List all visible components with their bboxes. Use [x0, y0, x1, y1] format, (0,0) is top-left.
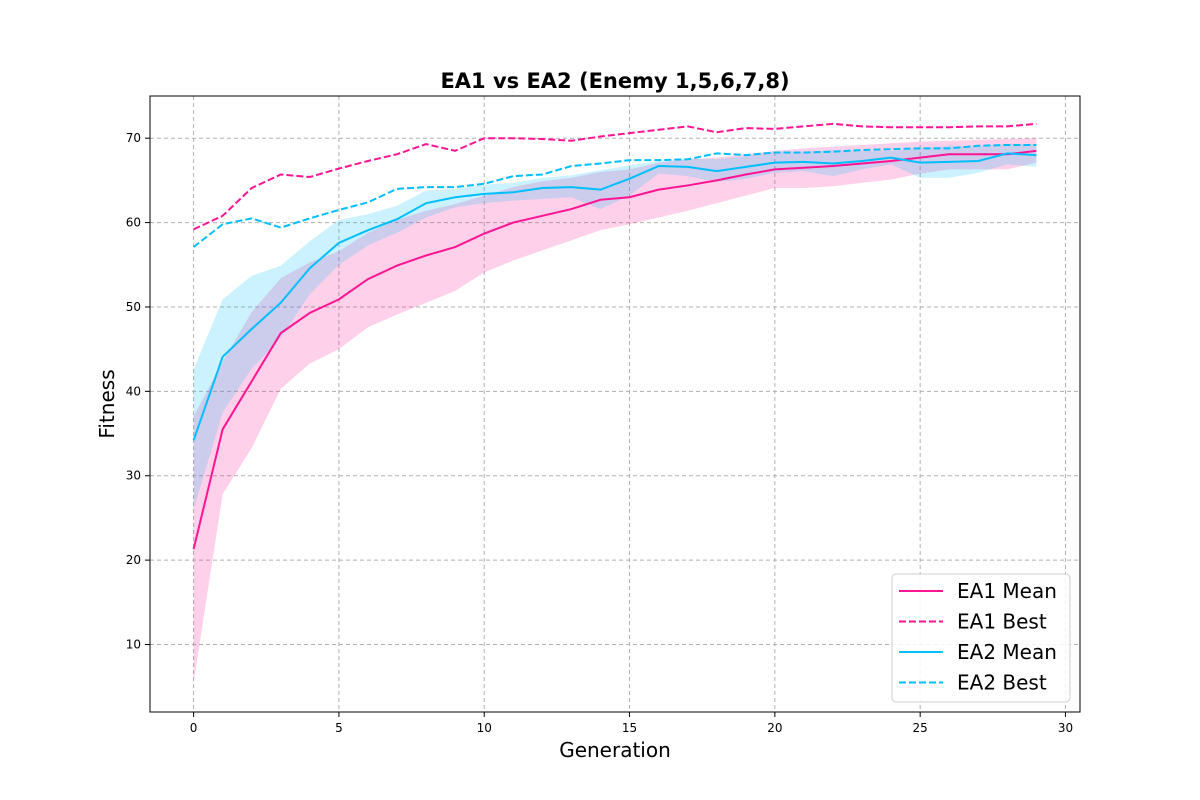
y-tick-label: 40	[126, 384, 141, 398]
x-tick-label: 30	[1058, 721, 1073, 735]
y-tick-label: 30	[126, 469, 141, 483]
x-tick-label: 5	[335, 721, 343, 735]
y-tick-label: 50	[126, 300, 141, 314]
confidence-bands	[193, 138, 1037, 683]
ea1-mean-band	[193, 138, 1037, 683]
x-axis-label: Generation	[559, 738, 671, 762]
plot-frame	[149, 95, 1081, 713]
ea1-best-legend-label: EA1 Best	[957, 610, 1047, 634]
y-tick-label: 70	[126, 131, 141, 145]
legend: EA1 Mean EA1 Best EA2 Mean EA2 Best	[891, 573, 1071, 703]
ea2-best-line	[192, 143, 1037, 248]
y-tick-label: 20	[126, 553, 141, 567]
y-tick-label: 10	[126, 637, 141, 651]
x-tick-label: 25	[913, 721, 928, 735]
x-tick-label: 10	[477, 721, 492, 735]
x-tick-label: 0	[190, 721, 198, 735]
ea2-best-legend-label: EA2 Best	[957, 671, 1047, 695]
ea1-mean-line	[192, 149, 1037, 550]
y-axis-label: Fitness	[95, 369, 119, 438]
chart-title: EA1 vs EA2 (Enemy 1,5,6,7,8)	[440, 69, 789, 93]
axis-ticks: 0 5 10 15 20 25 30 10 20 30 40 50 60 70	[126, 131, 1073, 735]
legend-box	[891, 573, 1071, 703]
ea1-mean-legend-label: EA1 Mean	[957, 579, 1057, 603]
series-lines	[192, 122, 1037, 550]
ea2-mean-legend-label: EA2 Mean	[957, 640, 1057, 664]
y-tick-label: 60	[126, 216, 141, 230]
ea2-mean-line	[192, 152, 1037, 441]
x-tick-label: 15	[622, 721, 637, 735]
x-tick-label: 20	[767, 721, 782, 735]
